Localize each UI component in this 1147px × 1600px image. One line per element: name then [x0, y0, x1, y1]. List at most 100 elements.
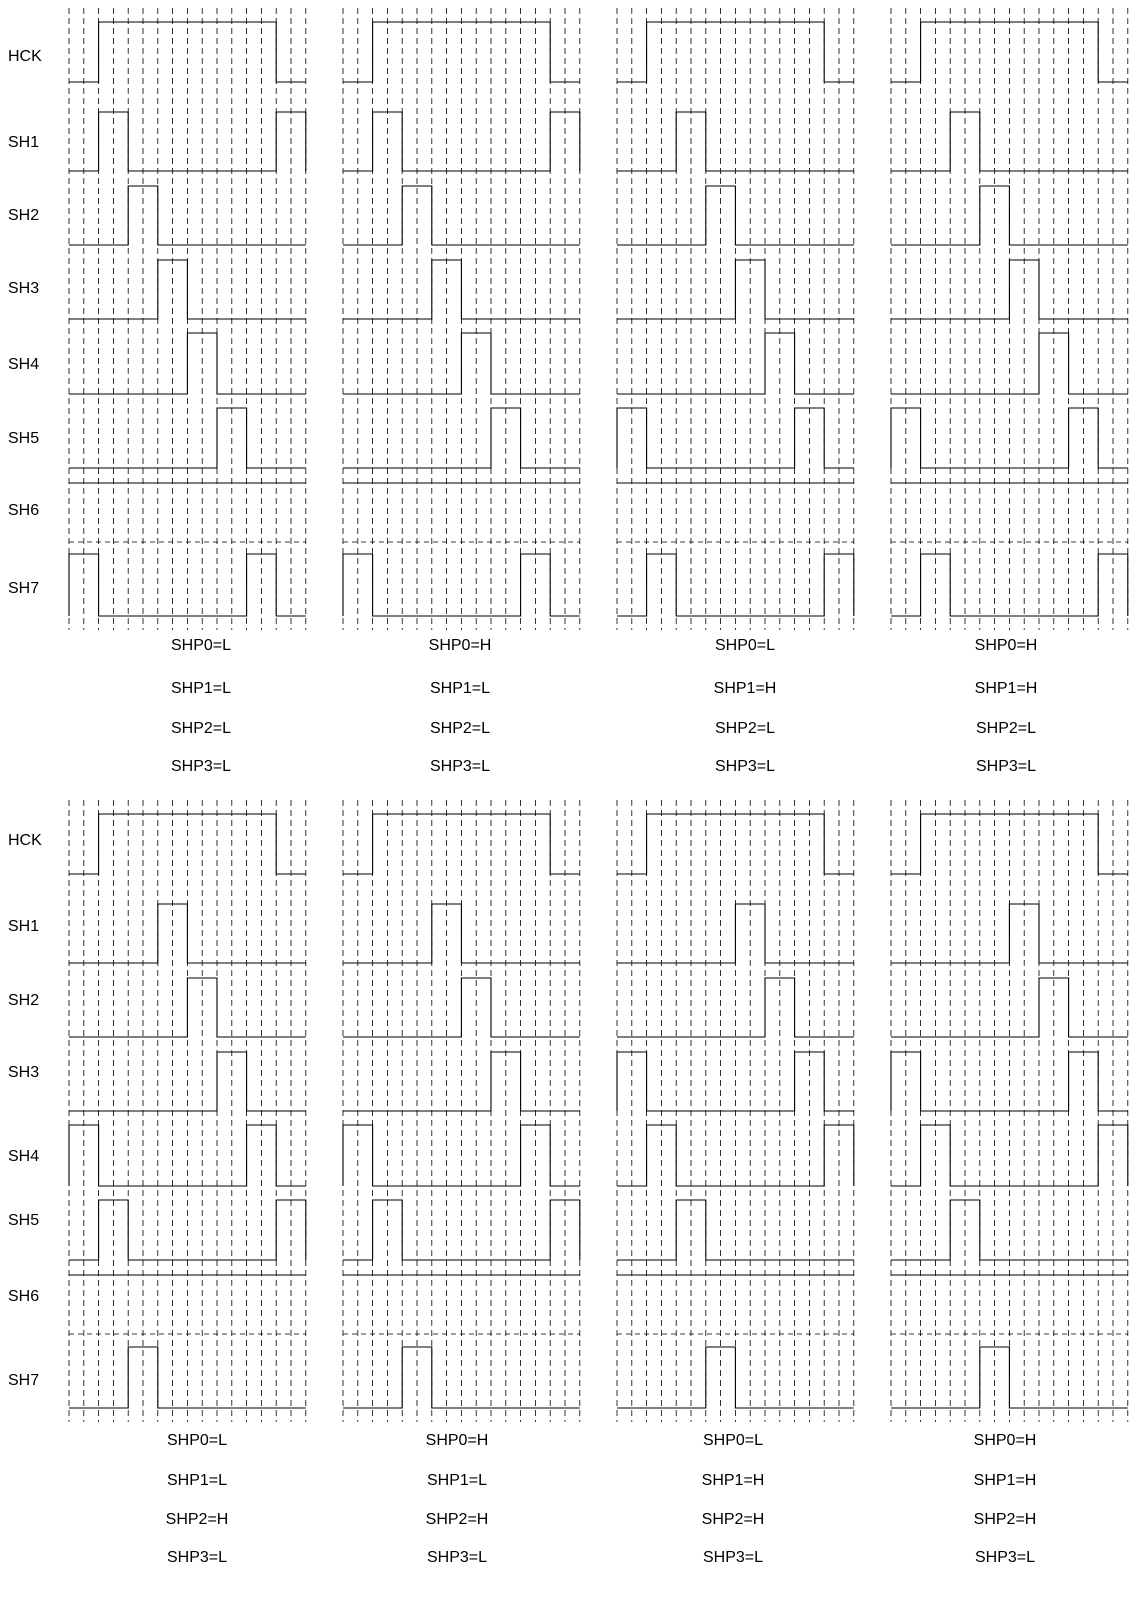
- timing-panel: SHP0=L SHP1=H SHP2=L SHP3=L: [616, 8, 855, 775]
- waveform-sh5: [890, 407, 1128, 469]
- waveform-hck: [617, 21, 854, 83]
- waveform-hck: [343, 813, 580, 875]
- signal-label-sh6: SH6: [8, 502, 39, 519]
- timing-panel: SHP0=H SHP1=H SHP2=L SHP3=L: [890, 8, 1129, 775]
- setting-label: SHP1=L: [430, 680, 490, 697]
- setting-label: SHP2=H: [702, 1511, 765, 1528]
- waveform-sh7: [891, 1346, 1128, 1409]
- waveform-sh4: [342, 1124, 580, 1187]
- waveform-sh2: [617, 977, 854, 1038]
- setting-label: SHP3=L: [171, 758, 231, 775]
- setting-label: SHP1=L: [427, 1472, 487, 1489]
- signal-label-sh5: SH5: [8, 1212, 39, 1229]
- setting-label: SHP2=L: [430, 720, 490, 737]
- waveform-sh3: [616, 1051, 854, 1112]
- waveform-sh5: [343, 407, 580, 469]
- timing-block-2: HCK SH1 SH2 SH3 SH4 SH5 SH6 SH7 SHP0=L SHP1=L SHP2…: [8, 800, 1129, 1566]
- waveform-sh2: [891, 977, 1128, 1038]
- signal-label-hck: HCK: [8, 832, 42, 849]
- waveform-sh5: [617, 1199, 854, 1261]
- setting-label: SHP0=L: [703, 1432, 763, 1449]
- setting-label: SHP2=L: [715, 720, 775, 737]
- signal-label-sh1: SH1: [8, 918, 39, 935]
- waveform-sh4: [68, 1124, 306, 1187]
- waveform-sh7: [343, 1346, 580, 1409]
- setting-label: SHP2=H: [974, 1511, 1037, 1528]
- waveform-sh4: [617, 1124, 855, 1187]
- waveform-sh5: [616, 407, 854, 469]
- timing-panel: SHP0=L SHP1=H SHP2=H SHP3=L: [616, 800, 855, 1566]
- waveform-sh3: [69, 259, 306, 320]
- waveform-sh7: [617, 553, 855, 617]
- setting-label: SHP0=H: [975, 637, 1038, 654]
- timing-panel: SHP0=L SHP1=L SHP2=H SHP3=L: [68, 800, 307, 1566]
- waveform-sh1: [69, 111, 307, 172]
- waveform-sh1: [891, 903, 1128, 964]
- setting-label: SHP1=H: [714, 680, 777, 697]
- setting-label: SHP1=H: [974, 1472, 1037, 1489]
- waveform-sh7: [617, 1346, 854, 1409]
- waveform-sh5: [69, 1199, 307, 1261]
- timing-panel: SHP0=L SHP1=L SHP2=L SHP3=L: [68, 8, 307, 775]
- waveform-sh4: [891, 1124, 1129, 1187]
- setting-label: SHP3=L: [703, 1549, 763, 1566]
- waveform-sh1: [343, 903, 580, 964]
- waveform-sh3: [891, 259, 1128, 320]
- waveform-sh2: [343, 185, 580, 246]
- timing-panel: SHP0=H SHP1=L SHP2=H SHP3=L: [342, 800, 581, 1566]
- setting-label: SHP3=L: [167, 1549, 227, 1566]
- waveform-sh4: [69, 332, 306, 395]
- setting-label: SHP2=L: [976, 720, 1036, 737]
- signal-label-hck: HCK: [8, 48, 42, 65]
- setting-label: SHP3=L: [975, 1549, 1035, 1566]
- waveform-sh3: [69, 1051, 306, 1112]
- setting-label: SHP3=L: [427, 1549, 487, 1566]
- waveform-sh4: [617, 332, 854, 395]
- setting-label: SHP0=L: [171, 637, 231, 654]
- waveform-sh3: [343, 259, 580, 320]
- waveform-sh4: [891, 332, 1128, 395]
- setting-label: SHP0=L: [715, 637, 775, 654]
- signal-label-sh7: SH7: [8, 1372, 39, 1389]
- waveform-sh2: [617, 185, 854, 246]
- setting-label: SHP0=H: [426, 1432, 489, 1449]
- waveform-sh2: [69, 185, 306, 246]
- setting-label: SHP3=L: [430, 758, 490, 775]
- waveform-sh1: [69, 903, 306, 964]
- signal-label-sh7: SH7: [8, 580, 39, 597]
- setting-label: SHP3=L: [715, 758, 775, 775]
- waveform-sh7: [891, 553, 1129, 617]
- waveform-sh2: [343, 977, 580, 1038]
- waveform-sh1: [617, 903, 854, 964]
- signal-label-sh1: SH1: [8, 134, 39, 151]
- waveform-sh2: [69, 977, 306, 1038]
- signal-label-sh5: SH5: [8, 430, 39, 447]
- setting-label: SHP1=H: [975, 680, 1038, 697]
- waveform-sh5: [69, 407, 306, 469]
- timing-panel: SHP0=H SHP1=H SHP2=H SHP3=L: [890, 800, 1129, 1566]
- waveform-hck: [891, 21, 1128, 83]
- waveform-hck: [891, 813, 1128, 875]
- waveform-sh1: [891, 111, 1128, 172]
- signal-label-sh3: SH3: [8, 1064, 39, 1081]
- timing-panel: SHP0=H SHP1=L SHP2=L SHP3=L: [342, 8, 581, 775]
- signal-label-sh4: SH4: [8, 1148, 39, 1165]
- waveform-sh3: [890, 1051, 1128, 1112]
- setting-label: SHP1=L: [167, 1472, 227, 1489]
- signal-label-sh2: SH2: [8, 207, 39, 224]
- waveform-hck: [343, 21, 580, 83]
- setting-label: SHP0=H: [974, 1432, 1037, 1449]
- waveform-sh1: [343, 111, 581, 172]
- signal-label-sh3: SH3: [8, 280, 39, 297]
- signal-label-sh4: SH4: [8, 356, 39, 373]
- waveform-sh3: [343, 1051, 580, 1112]
- timing-block-1: HCK SH1 SH2 SH3 SH4 SH5 SH6 SH7 SHP0=L SHP1=L SHP2…: [8, 8, 1129, 775]
- waveform-sh7: [69, 1346, 306, 1409]
- waveform-sh7: [342, 553, 580, 617]
- waveform-hck: [617, 813, 854, 875]
- setting-label: SHP3=L: [976, 758, 1036, 775]
- setting-label: SHP2=H: [166, 1511, 229, 1528]
- waveform-sh1: [617, 111, 854, 172]
- waveform-hck: [69, 21, 306, 83]
